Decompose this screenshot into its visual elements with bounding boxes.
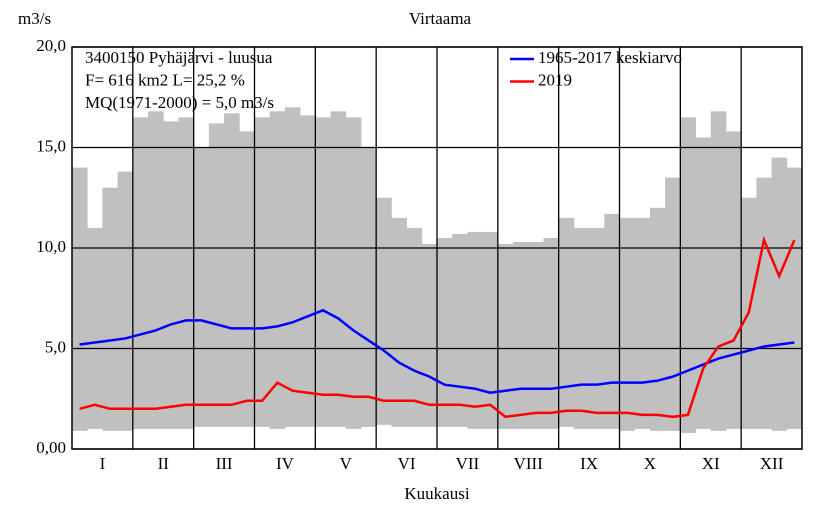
range-bar	[315, 117, 331, 427]
range-bar	[604, 213, 620, 429]
range-bar	[497, 243, 514, 429]
series-line	[79, 235, 796, 419]
range-bar	[619, 217, 636, 431]
x-tick-label: VII	[456, 454, 480, 473]
x-tick-label: IX	[580, 454, 598, 473]
x-tick-label: VIII	[514, 454, 544, 473]
range-bar	[224, 113, 240, 427]
range-bar	[406, 227, 423, 427]
range-bar	[148, 111, 164, 429]
info-text: MQ(1971-2000) = 5,0 m3/s	[85, 93, 274, 112]
info-text: F= 616 km2 L= 25,2 %	[85, 70, 245, 89]
range-bar	[589, 227, 605, 429]
range-bar	[87, 227, 103, 429]
range-bar	[102, 187, 119, 431]
range-bar	[254, 117, 271, 427]
range-bar	[756, 177, 772, 429]
range-bar	[786, 167, 803, 429]
range-bar	[452, 233, 468, 427]
range-bar	[528, 241, 544, 429]
range-bar	[634, 217, 651, 429]
x-axis-label: Kuukausi	[404, 484, 469, 503]
range-bar	[710, 111, 727, 431]
y-tick-label: 20,0	[36, 36, 66, 55]
x-tick-label: VI	[398, 454, 416, 473]
range-bar	[421, 243, 438, 427]
range-bar	[193, 147, 210, 427]
range-bar	[391, 217, 407, 427]
range-bar	[665, 177, 681, 431]
y-tick-label: 0,00	[36, 438, 66, 457]
y-tick-label: 5,0	[45, 337, 66, 356]
range-bar	[543, 237, 560, 429]
range-bar	[437, 237, 453, 427]
range-bar	[117, 171, 134, 431]
range-bar	[239, 131, 255, 427]
range-bar	[467, 231, 484, 429]
x-tick-label: XII	[760, 454, 784, 473]
range-bar	[300, 115, 316, 427]
range-bar	[132, 117, 149, 429]
plot-frame	[71, 46, 803, 450]
x-tick-label: V	[340, 454, 353, 473]
range-bar	[573, 227, 590, 429]
chart-title: Virtaama	[409, 9, 472, 28]
range-bar	[208, 123, 225, 427]
y-tick-label: 10,0	[36, 237, 66, 256]
x-tick-label: I	[100, 454, 106, 473]
y-axis-label: m3/s	[18, 9, 51, 28]
range-bar	[284, 107, 301, 427]
range-bar	[513, 241, 529, 429]
range-bar	[649, 207, 666, 431]
range-bar	[345, 117, 362, 429]
range-bar	[163, 121, 179, 429]
legend-label: 2019	[538, 70, 572, 89]
range-bar	[330, 111, 347, 427]
range-bar	[558, 217, 575, 427]
info-text: 3400150 Pyhäjärvi - luusua	[85, 48, 273, 67]
range-bar	[360, 147, 377, 427]
x-tick-label: X	[644, 454, 656, 473]
range-bar	[376, 197, 392, 425]
range-bar	[725, 131, 742, 429]
range-bar	[482, 231, 499, 429]
range-bar	[178, 117, 195, 429]
x-tick-label: III	[216, 454, 233, 473]
y-tick-label: 15,0	[36, 136, 66, 155]
series-line	[79, 308, 795, 394]
x-tick-label: XI	[702, 454, 720, 473]
x-tick-label: II	[158, 454, 170, 473]
range-bar	[771, 157, 788, 431]
range-bar	[695, 137, 712, 429]
range-bar	[269, 111, 286, 429]
legend-label: 1965-2017 keskiarvo	[538, 48, 682, 67]
x-tick-label: IV	[276, 454, 295, 473]
range-bar	[72, 167, 88, 431]
range-bar	[680, 117, 696, 433]
